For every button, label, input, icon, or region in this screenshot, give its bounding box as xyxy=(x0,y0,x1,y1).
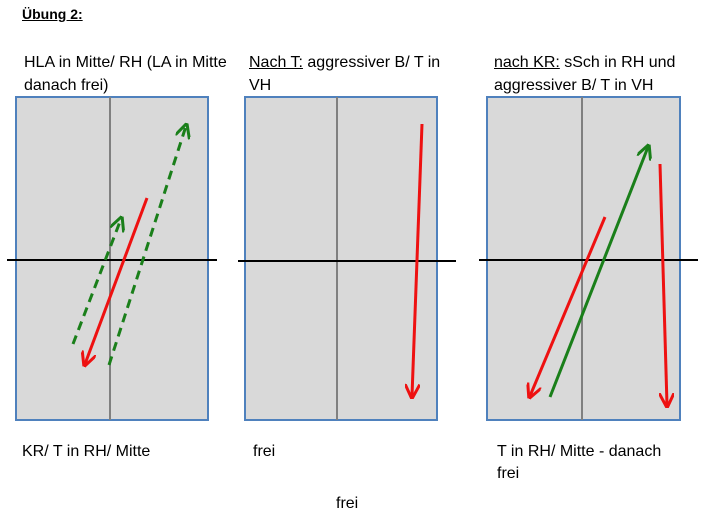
panel-1-field xyxy=(15,96,209,421)
panel-1-caption: HLA in Mitte/ RH (LA in Mitte danach fre… xyxy=(24,51,234,97)
panel-1-footer: KR/ T in RH/ Mitte xyxy=(22,443,151,460)
panel-3-caption-underlined: nach KR: xyxy=(494,54,560,71)
panel-3-green-arrow xyxy=(548,147,648,398)
panel-3-caption: nach KR: sSch in RH und aggressiver B/ T… xyxy=(494,51,706,97)
panel-3-court xyxy=(479,96,698,421)
bottom-label: frei xyxy=(336,495,359,512)
panel-3-footer: T in RH/ Mitte - danach frei xyxy=(497,443,662,482)
panel-1-green-dashed-arrow-short xyxy=(71,219,121,345)
panel-2-caption: Nach T: aggressiver B/ T in VH xyxy=(249,51,464,97)
panel-2-caption-text: aggressiver B/ T in VH xyxy=(249,54,441,94)
panel-2-caption-underlined: Nach T: xyxy=(249,54,303,71)
panel-1-court xyxy=(7,96,217,421)
panel-1-caption-text: HLA in Mitte/ RH (LA in Mitte danach fre… xyxy=(24,54,227,94)
panel-3-red-arrow-diagonal xyxy=(530,216,607,396)
panel-1-red-arrow xyxy=(85,197,149,364)
panel-3-red-arrow-vertical xyxy=(658,163,667,405)
panel-2-footer: frei xyxy=(253,443,276,460)
panel-3-field xyxy=(486,96,681,421)
panel-2-field xyxy=(244,96,438,421)
panel-1-green-dashed-arrow-long xyxy=(107,126,186,366)
panel-3-caption-text: sSch in RH und aggressiver B/ T in VH xyxy=(494,54,676,94)
exercise-title: Übung 2: xyxy=(22,6,83,22)
panel-2-court xyxy=(238,96,456,421)
panel-2-red-arrow xyxy=(412,123,424,396)
